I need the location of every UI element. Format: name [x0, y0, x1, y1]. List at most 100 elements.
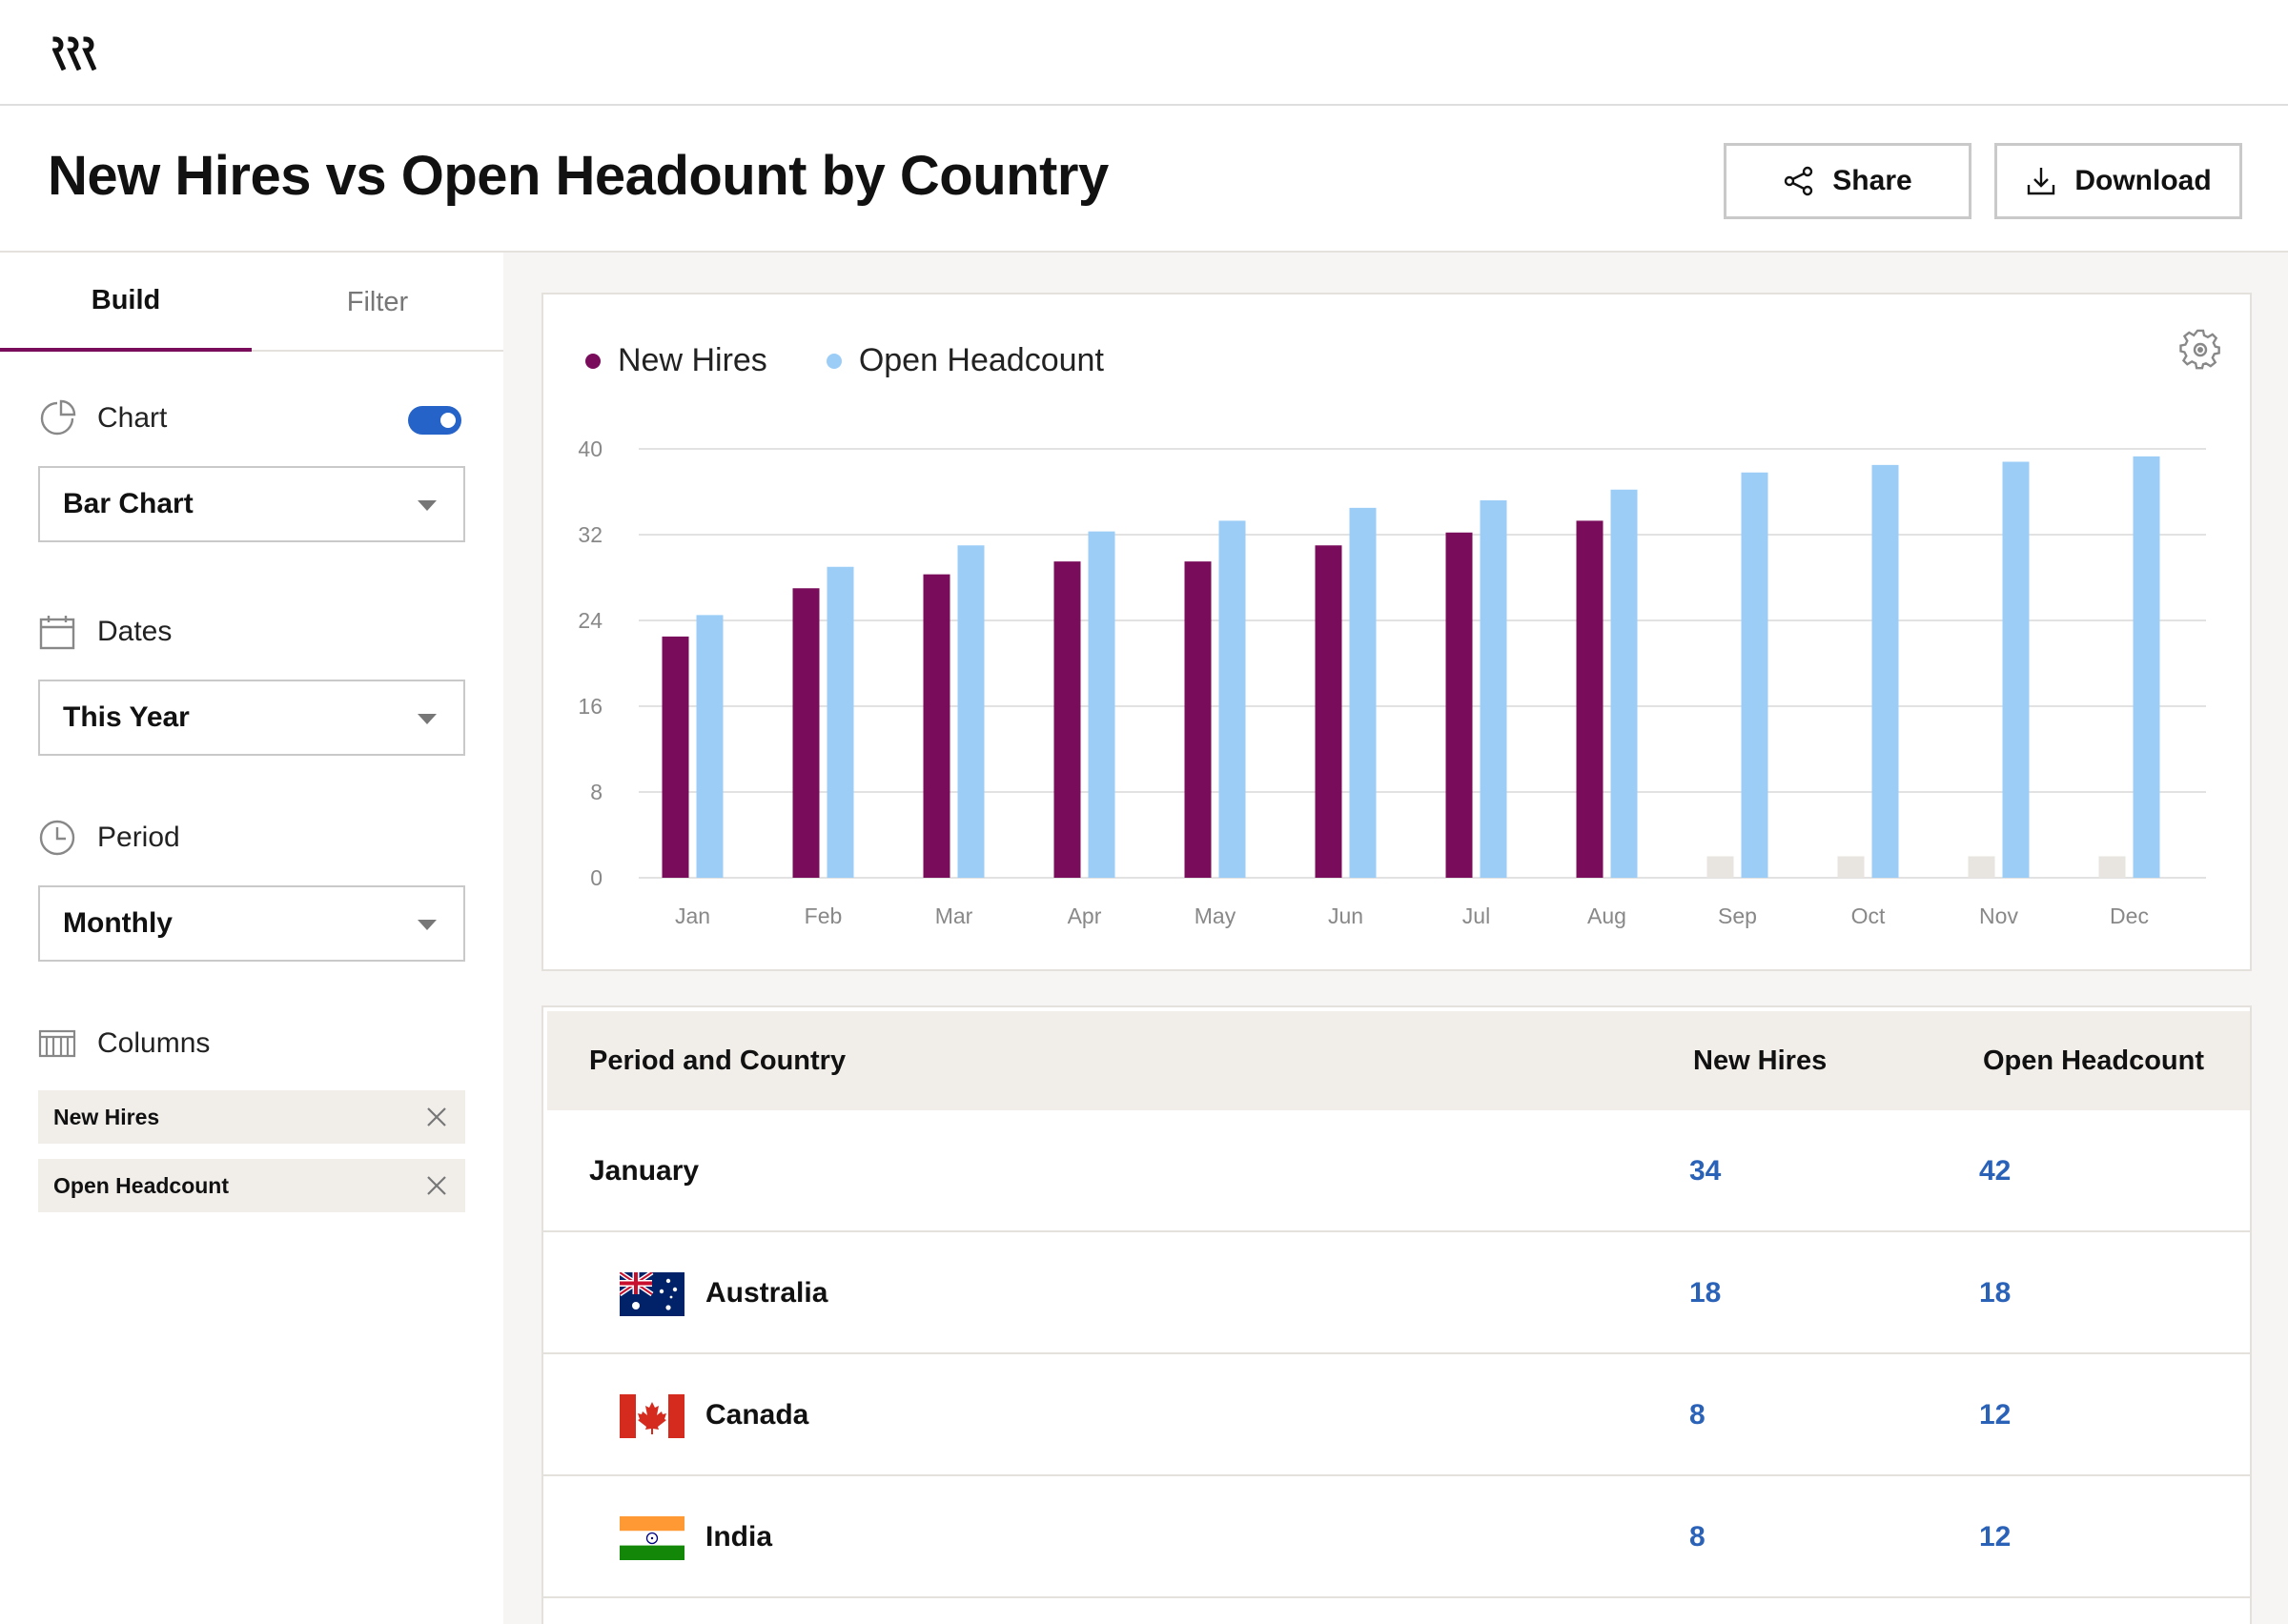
x-tick-label: Jul	[1462, 903, 1490, 928]
open-headcount-value[interactable]: 12	[1979, 1521, 2012, 1553]
bar-new-hires-placeholder	[1837, 856, 1865, 878]
bar-chart: 0 8 16 24 32 40 Jan Feb Mar Apr May Jun Jul Aug Sep Oct…	[578, 436, 2206, 928]
legend-item-open-headcount[interactable]: Open Headcount	[826, 342, 1104, 379]
row-label: India	[705, 1521, 773, 1553]
legend-item-new-hires[interactable]: New Hires	[585, 342, 767, 379]
download-label: Download	[2074, 165, 2212, 196]
y-tick-label: 32	[578, 522, 603, 547]
gear-icon[interactable]	[2179, 329, 2221, 371]
bar-new-hires	[1315, 545, 1342, 878]
bar-open-headcount	[1480, 500, 1507, 878]
x-tick-label: May	[1195, 903, 1236, 928]
legend-swatch-open-headcount	[826, 353, 842, 369]
bar-new-hires	[1184, 561, 1212, 878]
bar-open-headcount	[957, 545, 985, 878]
table-row[interactable]: Australia 18 18	[543, 1232, 2250, 1354]
download-button[interactable]: Download	[1994, 143, 2242, 219]
rippling-logo-icon[interactable]	[52, 36, 102, 71]
bar-open-headcount	[2002, 461, 2030, 878]
open-headcount-value[interactable]: 18	[1979, 1277, 2012, 1309]
column-chip-label: New Hires	[53, 1104, 160, 1129]
bar-new-hires	[792, 588, 820, 878]
new-hires-value[interactable]: 8	[1689, 1399, 1706, 1431]
bar-open-headcount	[2133, 456, 2160, 878]
columns-section-label: Columns	[38, 1025, 210, 1063]
close-icon[interactable]	[425, 1174, 448, 1197]
dates-value: This Year	[63, 701, 190, 733]
x-tick-label: Nov	[1979, 903, 2018, 928]
period-section-label: Period	[38, 819, 180, 857]
bar-open-headcount	[1088, 531, 1115, 878]
bar-new-hires-placeholder	[1706, 856, 1734, 878]
x-tick-label: Mar	[935, 903, 973, 928]
chevron-down-icon	[418, 920, 437, 930]
bar-new-hires	[1053, 561, 1081, 878]
y-tick-label: 24	[578, 608, 603, 633]
download-icon	[2028, 168, 2055, 195]
open-headcount-value[interactable]: 42	[1979, 1155, 2012, 1187]
tab-filter[interactable]: Filter	[346, 286, 409, 317]
columns-label: Columns	[97, 1027, 211, 1059]
title-bar: New Hires vs Open Headount by Country Sh…	[0, 106, 2288, 253]
canada-flag-icon	[620, 1394, 684, 1438]
x-tick-label: Dec	[2110, 903, 2149, 928]
close-icon[interactable]	[425, 1106, 448, 1128]
bar-new-hires-placeholder	[2098, 856, 2126, 878]
share-button[interactable]: Share	[1724, 143, 1971, 219]
bar-new-hires-placeholder	[1968, 856, 1995, 878]
bar-open-headcount	[827, 566, 854, 878]
chart-legend: New Hires Open Headcount	[585, 342, 1163, 379]
calendar-icon	[39, 616, 75, 650]
share-icon	[1785, 166, 1813, 196]
chart-toggle[interactable]	[408, 406, 461, 435]
sidebar-tabs: Build Filter	[0, 253, 503, 352]
column-chip-label: Open Headcount	[53, 1172, 230, 1198]
columns-icon	[38, 1029, 76, 1058]
row-label: Canada	[705, 1399, 809, 1431]
bar-new-hires	[662, 636, 689, 878]
bar-new-hires	[1576, 520, 1604, 878]
x-tick-label: Apr	[1068, 903, 1102, 928]
bar-new-hires	[1445, 532, 1473, 878]
chart-section-label: Chart	[38, 399, 167, 437]
table-row[interactable]: Canada 8 12	[543, 1354, 2250, 1476]
period-label: Period	[97, 822, 180, 853]
bar-open-headcount	[1610, 489, 1638, 878]
main-content: New Hires Open Headcount 0 8 16 24 32 40 Jan Fe…	[503, 253, 2288, 1624]
period-select[interactable]: Monthly	[38, 885, 465, 962]
table-row[interactable]: India 8 12	[543, 1476, 2250, 1598]
bar-open-headcount	[1218, 520, 1246, 878]
new-hires-value[interactable]: 18	[1689, 1277, 1722, 1309]
bar-open-headcount	[1741, 472, 1768, 878]
legend-label-open-headcount: Open Headcount	[858, 342, 1104, 378]
x-tick-label: Aug	[1587, 903, 1626, 928]
chevron-down-icon	[418, 500, 437, 511]
y-tick-label: 0	[590, 865, 603, 890]
clock-icon	[39, 820, 75, 856]
column-header-period-country[interactable]: Period and Country	[589, 1045, 847, 1076]
row-label: January	[589, 1155, 700, 1187]
chart-type-select[interactable]: Bar Chart	[38, 466, 465, 542]
pie-chart-icon	[40, 399, 76, 436]
new-hires-value[interactable]: 34	[1689, 1155, 1722, 1187]
y-tick-label: 16	[578, 694, 603, 719]
page-title: New Hires vs Open Headount by Country	[48, 145, 1109, 207]
y-tick-label: 8	[590, 780, 603, 804]
chart-type-value: Bar Chart	[63, 488, 194, 519]
dates-label: Dates	[97, 616, 173, 647]
column-header-new-hires[interactable]: New Hires	[1693, 1045, 1828, 1076]
dates-select[interactable]: This Year	[38, 680, 465, 756]
legend-swatch-new-hires	[585, 353, 601, 369]
open-headcount-value[interactable]: 12	[1979, 1399, 2012, 1431]
row-label: Australia	[705, 1277, 828, 1309]
table-header: Period and Country New Hires Open Headco…	[547, 1011, 2250, 1110]
column-header-open-headcount[interactable]: Open Headcount	[1983, 1045, 2205, 1076]
bar-open-headcount	[1349, 507, 1377, 878]
table-row[interactable]: January 34 42	[543, 1110, 2250, 1232]
sidebar: Build Filter Chart Bar Chart Dates This …	[0, 253, 503, 1624]
chart-card: New Hires Open Headcount 0 8 16 24 32 40 Jan Fe…	[541, 293, 2252, 971]
bar-open-headcount	[696, 615, 724, 878]
tab-build[interactable]: Build	[0, 253, 252, 352]
bar-open-headcount	[1871, 464, 1899, 878]
new-hires-value[interactable]: 8	[1689, 1521, 1706, 1553]
